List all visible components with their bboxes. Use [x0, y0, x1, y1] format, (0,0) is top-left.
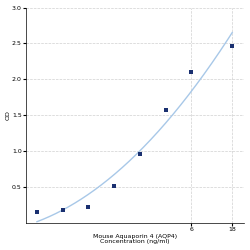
Point: [190, 70, 194, 74]
Y-axis label: OD: OD: [6, 110, 10, 120]
Point: [35, 210, 39, 214]
Point: [112, 184, 116, 188]
Point: [86, 204, 90, 208]
Point: [230, 44, 234, 48]
Point: [164, 108, 168, 112]
Point: [138, 152, 142, 156]
Point: [61, 208, 65, 212]
X-axis label: Mouse Aquaporin 4 (AQP4)
Concentration (ng/ml): Mouse Aquaporin 4 (AQP4) Concentration (…: [93, 234, 177, 244]
